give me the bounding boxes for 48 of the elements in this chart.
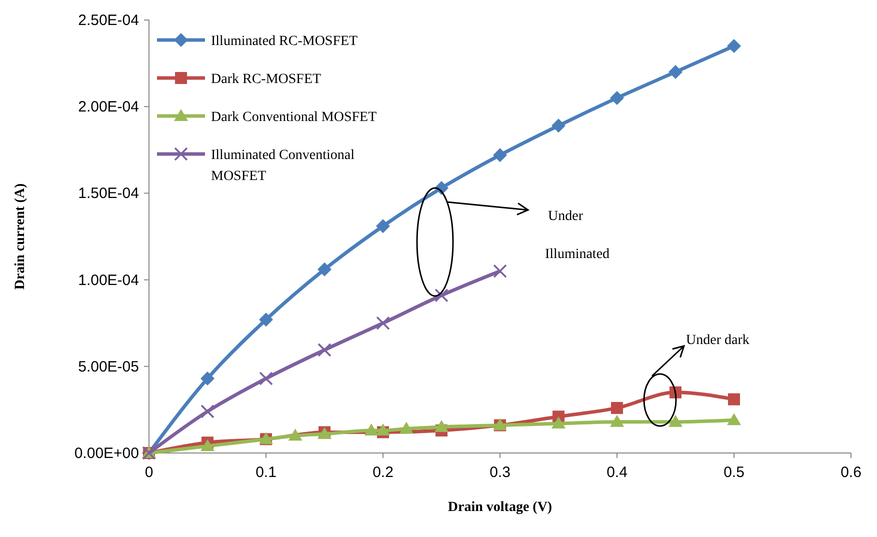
y-tick-label: 2.50E-04 <box>78 12 139 29</box>
point <box>318 262 332 276</box>
point <box>493 264 507 278</box>
y-tick-label: 1.00E-04 <box>78 272 139 289</box>
legend-label: Dark Conventional MOSFET <box>211 110 378 125</box>
point <box>727 38 741 53</box>
point <box>610 414 624 427</box>
legend-label: Dark RC-MOSFET <box>211 72 322 87</box>
point <box>434 288 448 302</box>
point <box>434 420 448 432</box>
point <box>376 423 390 436</box>
y-tick-label: 5.00E-05 <box>78 358 139 376</box>
point <box>552 118 566 133</box>
point <box>364 423 378 436</box>
point <box>200 439 214 452</box>
point <box>288 428 302 441</box>
point <box>611 402 623 414</box>
point <box>376 219 390 234</box>
legend-label: Illuminated RC-MOSFET <box>211 34 358 49</box>
point <box>318 343 332 357</box>
x-tick-label: 0.4 <box>606 464 628 481</box>
y-tick-label: 0.00E+00 <box>74 445 139 462</box>
x-tick-label: 0.1 <box>256 464 276 481</box>
point <box>259 312 273 327</box>
point <box>376 316 390 330</box>
point <box>552 416 566 429</box>
x-tick-label: 0.3 <box>490 464 510 481</box>
point <box>200 372 214 386</box>
x-tick-label: 0.6 <box>840 464 862 481</box>
annotation: Under dark <box>686 333 750 348</box>
legend-label: Illuminated Conventional MOSFET <box>211 148 355 184</box>
point <box>493 148 507 162</box>
point <box>668 414 682 427</box>
y-axis-title: Drain current (A) <box>13 183 28 290</box>
text: Under Illuminated <box>545 209 610 262</box>
x-tick-label: 0 <box>144 464 154 481</box>
x-tick-label: 0.5 <box>724 464 744 481</box>
point <box>728 393 740 406</box>
y-tick-label: 2.00E-04 <box>78 98 139 116</box>
y-tick-label: 1.50E-04 <box>78 185 139 202</box>
point <box>200 404 214 418</box>
x-tick-label: 0.2 <box>372 464 394 481</box>
point <box>668 64 682 79</box>
point <box>610 90 624 105</box>
point <box>727 413 741 426</box>
x-axis-title: Drain voltage (V) <box>448 500 552 515</box>
point <box>259 372 273 386</box>
point <box>399 422 414 434</box>
